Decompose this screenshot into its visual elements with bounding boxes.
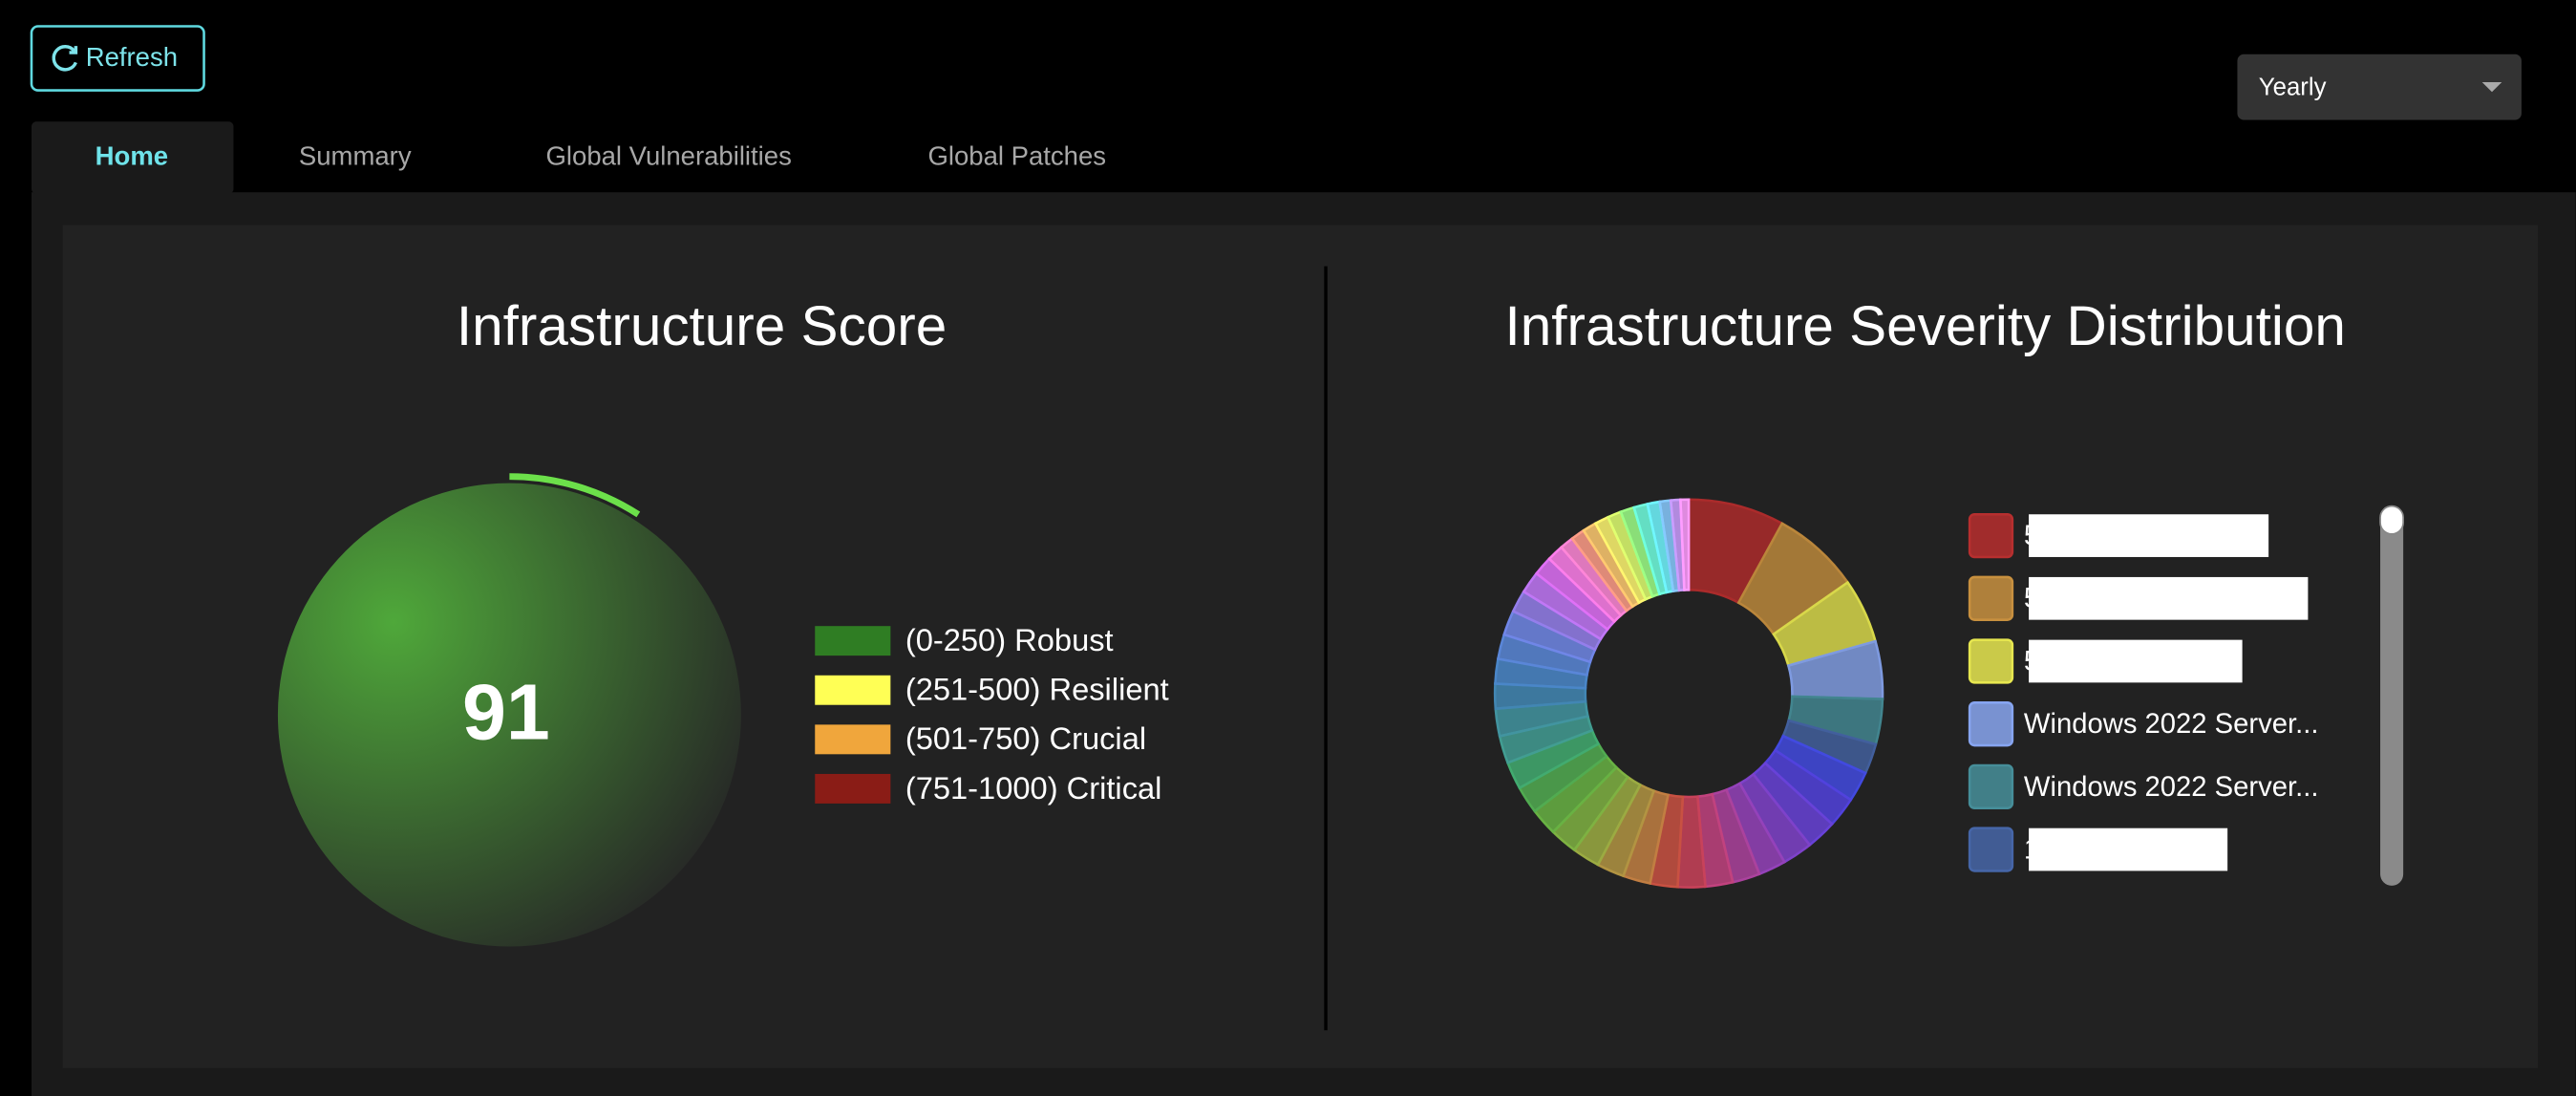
active-tab-bg [31, 121, 234, 194]
tab[interactable]: Summary [299, 140, 412, 170]
dropdown-frame [2237, 54, 2522, 120]
dropdown-caret [2481, 81, 2502, 93]
dropdown-label: Yearly [2259, 75, 2327, 101]
legend-swatch [1968, 638, 2014, 684]
legend-label: (501-750) Crucial [905, 720, 1146, 756]
refresh-icon [52, 45, 78, 72]
refresh-button[interactable]: Refresh [30, 25, 205, 92]
chart-title: Infrastructure Score [457, 295, 947, 357]
tab-bar: Home Summary Global Vulnerabilities Global … [31, 121, 1107, 194]
legend-label: (0-250) Robust [905, 622, 1114, 657]
legend-swatch [1968, 701, 2014, 747]
legend-item[interactable]: Windows 2022 Server... [1968, 701, 2319, 747]
scroll-track [2380, 505, 2404, 886]
scroll-thumb [2379, 505, 2404, 535]
tab-label: Global Patches [928, 140, 1107, 170]
gauge-arc [509, 473, 641, 518]
legend-label: Windows 2022 Server... [2024, 709, 2319, 740]
gauge-value: 91 [462, 668, 550, 756]
legend-item[interactable]: 5 [1968, 575, 2309, 621]
legend-item[interactable]: 5 [1968, 638, 2243, 684]
chart-title: Infrastructure Severity Distribution [1505, 295, 2346, 357]
button-label: Refresh [86, 42, 178, 72]
legend-item[interactable]: 5 [1968, 512, 2269, 559]
tab[interactable]: Global Patches [928, 140, 1107, 170]
charts: Infrastructure Score 91 (0-250) Robust (251… [277, 295, 2404, 947]
redaction [2029, 827, 2228, 871]
redaction [2029, 639, 2243, 683]
legend-swatch [1968, 827, 2014, 872]
donut-slice [1679, 498, 1691, 591]
legend-swatch [1968, 575, 2014, 621]
tab-label: Summary [299, 140, 412, 170]
legend-item[interactable]: 1 [1968, 827, 2228, 872]
tab-label: Global Vulnerabilities [546, 140, 792, 170]
legend-swatch [815, 773, 891, 804]
period-dropdown[interactable]: Yearly [2237, 54, 2522, 120]
button-frame [30, 25, 205, 92]
tab[interactable]: Home [31, 121, 234, 194]
legend-item[interactable]: Windows 2022 Server... [1968, 763, 2319, 810]
legend-swatch [1968, 512, 2014, 559]
legend-swatch [815, 675, 891, 705]
legend-swatch [1968, 763, 2014, 810]
redaction [2029, 576, 2309, 620]
legend-swatch [815, 724, 891, 755]
legend-scrollbar[interactable] [2379, 505, 2404, 886]
legend-swatch [815, 626, 891, 656]
gauge-disc [277, 483, 741, 947]
legend-label: (751-1000) Critical [905, 770, 1162, 806]
tab[interactable]: Global Vulnerabilities [546, 140, 792, 170]
legend-label: Windows 2022 Server... [2024, 772, 2319, 803]
redaction [2029, 514, 2269, 557]
tab-label: Home [96, 140, 168, 170]
legend-label: (251-500) Resilient [905, 672, 1169, 707]
